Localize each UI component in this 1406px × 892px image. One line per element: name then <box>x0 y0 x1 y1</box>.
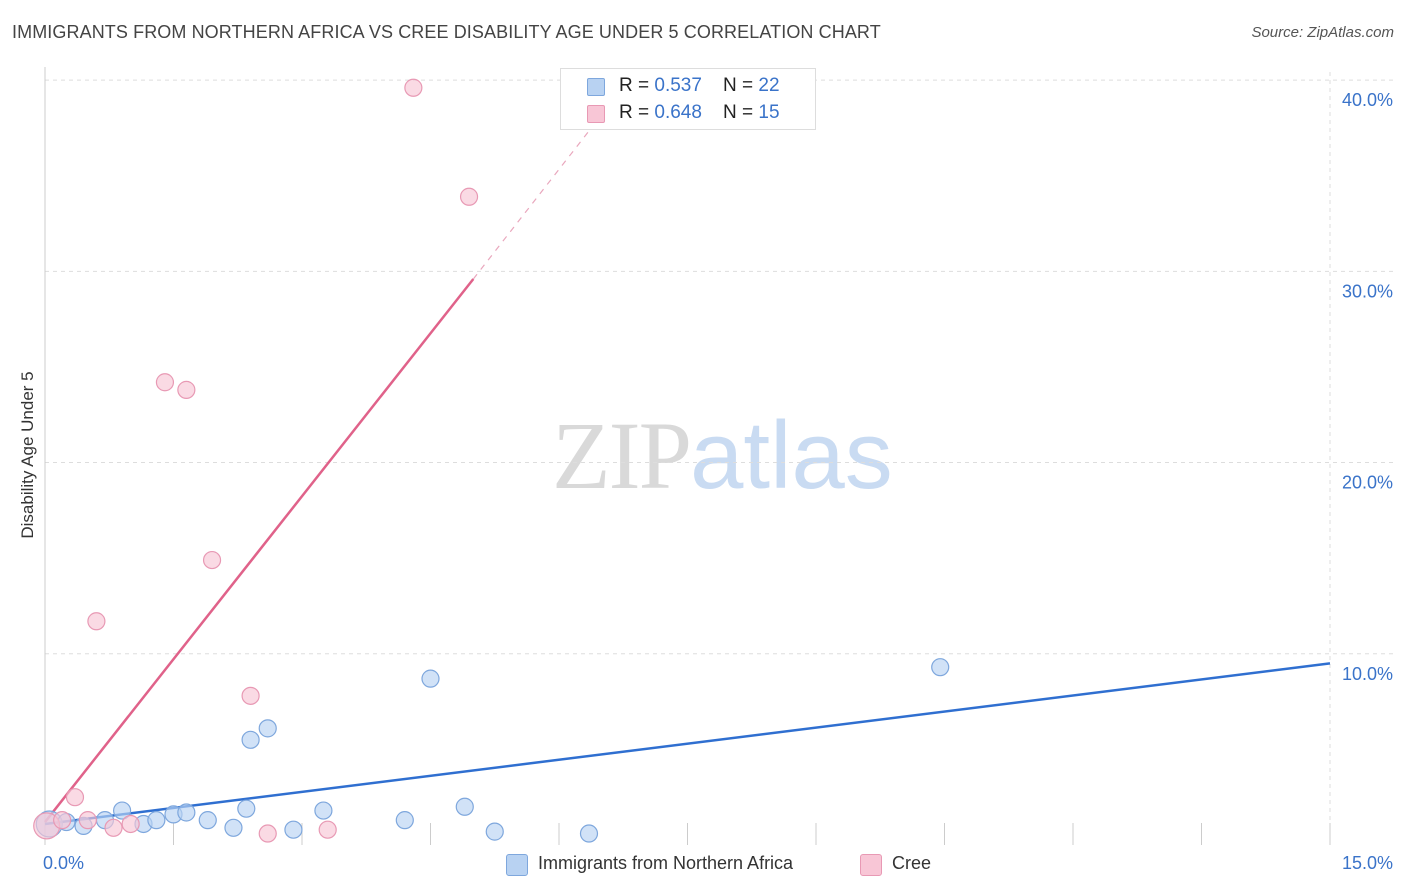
r-value-blue: 0.537 <box>654 75 702 96</box>
y-tick-label: 40.0% <box>1342 90 1393 110</box>
immigrants-label: Immigrants from Northern Africa <box>538 853 794 873</box>
y-tick-label: 20.0% <box>1342 473 1393 493</box>
immigrants-point <box>258 719 277 738</box>
pink-trend-line <box>44 278 475 823</box>
r-value-pink: 0.648 <box>654 102 702 123</box>
cree-point <box>65 788 85 807</box>
cree-point <box>155 373 175 392</box>
immigrants-point <box>314 801 333 820</box>
pink-swatch <box>587 105 605 123</box>
blue-trend-line <box>44 662 1331 826</box>
correlation-legend: R = 0.537 N = 22 R = 0.648 N = 15 <box>560 68 816 130</box>
watermark: ZIPatlas <box>552 400 893 511</box>
n-label-blue: N = <box>723 75 759 96</box>
cree-point <box>177 380 196 399</box>
watermark-atlas: atlas <box>690 402 893 509</box>
immigrants-point <box>455 797 474 816</box>
n-value-pink: 15 <box>758 102 780 123</box>
r-label-blue: R = <box>619 75 655 96</box>
cree-point <box>78 811 97 830</box>
cree-point <box>87 612 106 631</box>
cree-swatch <box>860 854 882 876</box>
immigrants-point <box>237 799 256 818</box>
immigrants-point <box>931 658 950 677</box>
immigrants-point <box>421 669 440 688</box>
y-tick-label: 10.0% <box>1342 664 1393 684</box>
cree-point <box>258 824 277 843</box>
legend-blue-text: R = 0.537 N = 22 <box>619 75 780 97</box>
cree-point <box>459 187 479 206</box>
n-label-pink: N = <box>723 102 759 123</box>
watermark-zip: ZIP <box>552 402 692 509</box>
cree-point <box>202 550 222 570</box>
cree-label: Cree <box>892 853 932 873</box>
immigrants-point <box>485 822 504 841</box>
cree-point <box>318 820 337 839</box>
x-tick-label: 15.0% <box>1342 853 1393 873</box>
immigrants-point <box>224 818 243 837</box>
trend-layer <box>44 114 1331 826</box>
immigrants-point <box>395 811 414 830</box>
immigrants-point <box>112 801 132 820</box>
blue-swatch <box>587 78 605 96</box>
tick-label-layer: 10.0% 20.0% 30.0% 40.0% 0.0% 15.0% <box>43 90 1393 873</box>
grid-layer <box>45 72 1395 845</box>
immigrants-point <box>284 820 303 839</box>
points-layer <box>33 78 950 843</box>
n-value-blue: 22 <box>758 75 780 96</box>
legend-pink-text: R = 0.648 N = 15 <box>619 102 780 124</box>
x-tick-label: 0.0% <box>43 853 84 873</box>
y-tick-label: 30.0% <box>1342 281 1393 301</box>
r-label-pink: R = <box>619 102 655 123</box>
immigrants-swatch <box>506 854 528 876</box>
immigrants-point <box>177 803 196 822</box>
immigrants-point <box>241 730 260 749</box>
immigrants-point <box>579 824 599 843</box>
immigrants-point <box>147 811 166 830</box>
source-label: Source: ZipAtlas.com <box>1251 24 1394 41</box>
y-axis-label: Disability Age Under 5 <box>18 371 37 539</box>
cree-point <box>104 818 123 837</box>
chart-title: IMMIGRANTS FROM NORTHERN AFRICA VS CREE … <box>12 22 881 42</box>
axis-layer <box>44 67 1331 845</box>
cree-point <box>241 686 260 705</box>
pink-trend-extension <box>472 114 603 280</box>
cree-point <box>53 811 72 830</box>
immigrants-point <box>198 811 217 830</box>
cree-point <box>404 78 423 97</box>
cree-point <box>121 814 140 834</box>
